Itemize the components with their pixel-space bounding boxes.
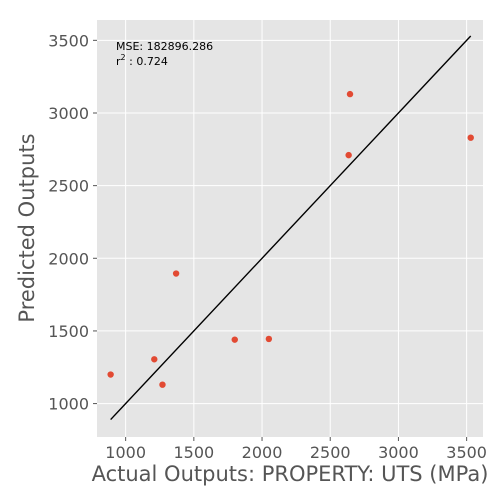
x-tick-label: 1500 <box>173 443 214 462</box>
x-tick-label: 3000 <box>378 443 419 462</box>
y-axis-label: Predicted Outputs <box>15 133 39 322</box>
x-tick-label: 1000 <box>105 443 146 462</box>
data-point <box>172 270 180 277</box>
y-tick-label: 2000 <box>48 249 89 268</box>
data-point <box>346 90 354 98</box>
r2-annotation: r2 : 0.724 <box>116 53 168 68</box>
y-tick-label: 2500 <box>48 177 89 196</box>
data-point <box>345 151 352 159</box>
data-point <box>159 381 166 388</box>
data-point <box>231 336 238 343</box>
data-point <box>467 134 474 141</box>
data-point <box>107 371 114 378</box>
x-tick-label: 3500 <box>446 443 487 462</box>
identity-line-group <box>110 35 472 421</box>
mse-annotation: MSE: 182896.286 <box>116 40 213 53</box>
data-point <box>265 335 273 343</box>
y-tick-label: 3000 <box>48 104 89 123</box>
y-tick-labels: 1000 1500 2000 2500 3000 3500 <box>48 31 97 414</box>
x-axis-label: Actual Outputs: PROPERTY: UTS (MPa) <box>92 462 489 486</box>
x-tick-label: 2500 <box>310 443 351 462</box>
data-points <box>107 90 474 388</box>
y-tick-label: 1000 <box>48 395 89 414</box>
grid-lines <box>97 20 483 437</box>
x-tick-labels: 1000 1500 2000 2500 3000 3500 <box>105 437 487 462</box>
y-tick-label: 1500 <box>48 322 89 341</box>
x-tick-label: 2000 <box>242 443 283 462</box>
y-tick-label: 3500 <box>48 31 89 50</box>
identity-line <box>110 35 472 421</box>
data-point <box>151 356 158 363</box>
